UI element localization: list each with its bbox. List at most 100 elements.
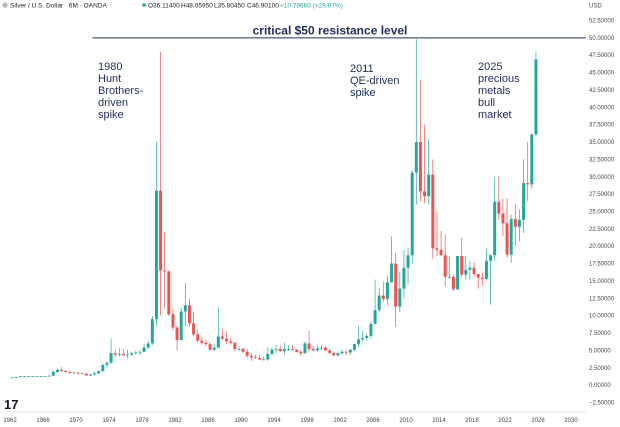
candle bbox=[179, 307, 183, 341]
candle-body bbox=[10, 377, 14, 379]
y-tick-label: 2.50000 bbox=[589, 366, 611, 372]
candle-body bbox=[522, 183, 526, 220]
candle-body bbox=[439, 249, 443, 256]
candle bbox=[328, 349, 332, 354]
candle bbox=[175, 326, 179, 351]
x-tick-label: 1962 bbox=[3, 418, 17, 424]
candle bbox=[212, 343, 216, 352]
market-status-dot-icon bbox=[142, 3, 146, 7]
candle bbox=[443, 235, 447, 287]
annotation-label: 2025 precious metals bull market bbox=[478, 61, 520, 121]
candle-body bbox=[14, 377, 18, 378]
candle bbox=[431, 159, 435, 259]
candle bbox=[47, 375, 51, 377]
candle bbox=[484, 249, 488, 281]
candle bbox=[435, 211, 439, 256]
candle bbox=[377, 287, 381, 313]
annotation-line: bull bbox=[478, 97, 495, 109]
candle bbox=[126, 349, 130, 359]
currency-label: USD bbox=[589, 4, 602, 10]
candle bbox=[278, 345, 282, 352]
candle-body bbox=[509, 219, 513, 255]
candle bbox=[258, 355, 262, 361]
candle bbox=[451, 274, 455, 291]
candle bbox=[373, 279, 377, 325]
candle bbox=[64, 369, 68, 373]
candle bbox=[138, 350, 142, 356]
x-tick-label: 2002 bbox=[333, 418, 347, 424]
candle bbox=[22, 375, 26, 377]
candle bbox=[146, 341, 150, 350]
candle bbox=[163, 232, 167, 309]
candle bbox=[295, 349, 299, 353]
y-tick-label: 0.00000 bbox=[589, 383, 611, 389]
x-tick-label: 1994 bbox=[267, 418, 281, 424]
ohlc-low: L35.80450 bbox=[214, 3, 245, 10]
candle bbox=[225, 330, 229, 344]
candle-body bbox=[501, 213, 505, 224]
candle bbox=[414, 39, 418, 205]
candle-body bbox=[35, 376, 39, 377]
candle bbox=[505, 198, 509, 259]
candle bbox=[35, 376, 39, 377]
candle-body bbox=[497, 201, 501, 214]
candle bbox=[390, 236, 394, 283]
candle-body bbox=[31, 376, 35, 377]
candle-body bbox=[130, 353, 134, 355]
candle-body bbox=[324, 347, 328, 351]
candle bbox=[109, 338, 113, 364]
symbol-title: Silver / U.S. Dollar · 6M · OANDA bbox=[10, 3, 107, 10]
y-tick-label: 30.00000 bbox=[589, 175, 615, 181]
candle bbox=[526, 142, 530, 202]
x-tick-label: 1974 bbox=[102, 418, 116, 424]
candle-body bbox=[159, 190, 163, 271]
candle-body bbox=[109, 353, 113, 363]
candle bbox=[447, 256, 451, 279]
candle bbox=[497, 176, 501, 220]
y-tick-label: 20.00000 bbox=[589, 244, 615, 250]
candle bbox=[18, 376, 22, 378]
candle-body bbox=[245, 351, 249, 356]
x-axis: 1962 1966 1970 1974 1978 1982 1986 1990 1994 1998… bbox=[0, 411, 586, 424]
candle-body bbox=[200, 340, 204, 343]
candle-body bbox=[60, 369, 64, 371]
candle-body bbox=[282, 349, 286, 352]
candle-body bbox=[489, 255, 493, 261]
candle-body bbox=[365, 335, 369, 338]
candle bbox=[460, 237, 464, 277]
x-tick-label: 1990 bbox=[234, 418, 248, 424]
candle bbox=[31, 376, 35, 377]
candle-body bbox=[27, 376, 31, 377]
y-tick-label: 10.00000 bbox=[589, 314, 615, 320]
candle-body bbox=[534, 59, 538, 135]
candle bbox=[522, 159, 526, 234]
candle-body bbox=[315, 348, 319, 351]
candle-body bbox=[311, 349, 315, 351]
candle-body bbox=[64, 370, 68, 372]
candle bbox=[336, 352, 340, 357]
candle bbox=[233, 342, 237, 351]
candle bbox=[76, 371, 80, 375]
x-tick-label: 2014 bbox=[432, 418, 446, 424]
candle-body bbox=[332, 353, 336, 356]
silver-symbol-icon bbox=[2, 2, 8, 8]
candle bbox=[406, 247, 410, 284]
candle-body bbox=[406, 255, 410, 268]
candle-body bbox=[39, 376, 43, 377]
candle bbox=[68, 370, 72, 375]
candle-body bbox=[113, 353, 117, 355]
candle bbox=[464, 255, 468, 280]
candle bbox=[245, 349, 249, 359]
candle bbox=[398, 271, 402, 313]
candle bbox=[402, 249, 406, 299]
candle-body bbox=[192, 323, 196, 335]
candle bbox=[348, 349, 352, 355]
candle bbox=[357, 326, 361, 347]
candle bbox=[142, 344, 146, 352]
candle bbox=[365, 333, 369, 341]
candle-body bbox=[101, 364, 105, 372]
candle bbox=[192, 312, 196, 337]
candle-body bbox=[225, 338, 229, 342]
candle-body bbox=[373, 310, 377, 325]
x-tick-label: 2030 bbox=[564, 418, 578, 424]
